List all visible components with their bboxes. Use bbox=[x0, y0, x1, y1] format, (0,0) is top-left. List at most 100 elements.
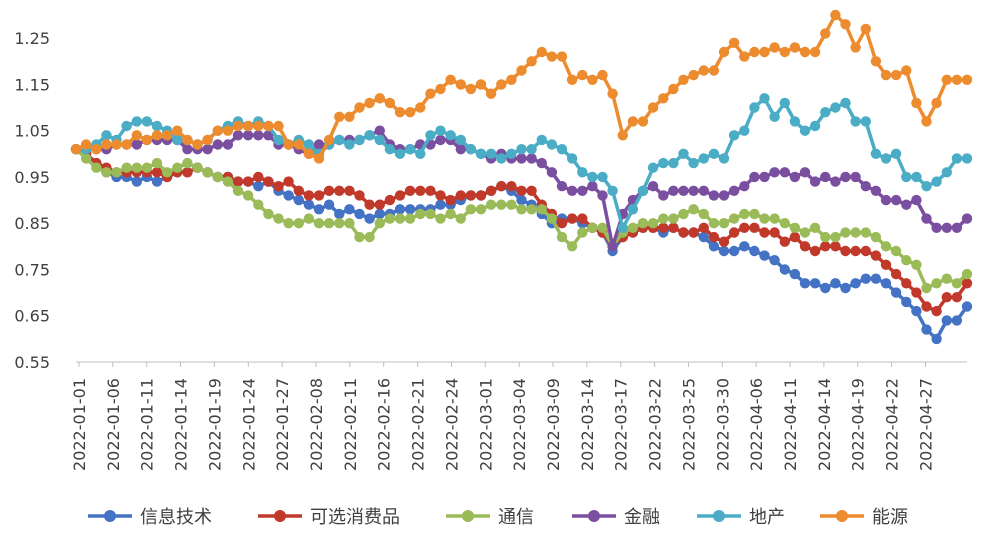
y-tick-label: 1.15 bbox=[14, 75, 50, 94]
data-point bbox=[455, 134, 466, 146]
data-point bbox=[607, 185, 618, 196]
data-point bbox=[587, 181, 598, 192]
x-tick-label: 2022-04-14 bbox=[815, 378, 834, 471]
data-point bbox=[577, 167, 588, 178]
data-point bbox=[809, 222, 821, 233]
data-point bbox=[141, 134, 153, 146]
data-point bbox=[445, 208, 456, 220]
data-point bbox=[951, 74, 963, 86]
data-point bbox=[415, 185, 426, 196]
data-point bbox=[870, 231, 882, 243]
data-point bbox=[708, 148, 720, 159]
data-point bbox=[860, 181, 871, 192]
data-point bbox=[728, 227, 740, 238]
data-point bbox=[172, 162, 183, 173]
data-point bbox=[293, 185, 304, 196]
data-point bbox=[668, 213, 679, 224]
data-point bbox=[506, 74, 517, 86]
data-point bbox=[728, 213, 740, 224]
data-point bbox=[303, 190, 315, 201]
data-point bbox=[880, 69, 892, 81]
data-point bbox=[516, 153, 527, 164]
data-point bbox=[475, 148, 487, 159]
data-point bbox=[364, 199, 375, 210]
data-point bbox=[546, 139, 558, 150]
data-point bbox=[323, 218, 335, 229]
data-point bbox=[131, 116, 142, 127]
data-point bbox=[131, 176, 142, 187]
data-point bbox=[769, 167, 780, 178]
data-point bbox=[759, 93, 770, 104]
data-point bbox=[496, 181, 507, 192]
x-tick-label: 2022-04-19 bbox=[849, 378, 868, 471]
data-point bbox=[890, 194, 902, 206]
data-point bbox=[647, 102, 659, 113]
x-tick-label: 2022-03-25 bbox=[679, 378, 698, 471]
data-point bbox=[141, 162, 153, 173]
data-point bbox=[313, 153, 325, 164]
data-point bbox=[516, 65, 527, 76]
x-tick-label: 2022-02-11 bbox=[341, 378, 360, 471]
data-point bbox=[850, 278, 861, 289]
data-point bbox=[799, 278, 811, 289]
data-point bbox=[890, 287, 902, 298]
data-point bbox=[961, 268, 973, 280]
data-point bbox=[820, 282, 831, 294]
data-point bbox=[475, 79, 487, 90]
data-point bbox=[678, 227, 689, 238]
data-point bbox=[323, 199, 335, 210]
x-tick-label: 2022-04-06 bbox=[747, 378, 766, 471]
y-tick-label: 0.65 bbox=[14, 307, 50, 326]
data-point bbox=[597, 222, 608, 233]
data-point bbox=[80, 153, 92, 164]
data-point bbox=[566, 213, 578, 224]
data-point bbox=[840, 171, 851, 183]
data-point bbox=[293, 139, 304, 150]
data-point bbox=[668, 222, 679, 233]
data-point bbox=[404, 144, 416, 155]
data-point bbox=[526, 153, 537, 164]
data-point bbox=[344, 204, 355, 215]
data-point bbox=[809, 46, 821, 58]
data-point bbox=[931, 222, 942, 233]
data-point bbox=[728, 245, 740, 257]
data-point bbox=[354, 102, 365, 113]
data-point bbox=[141, 116, 153, 127]
data-point bbox=[718, 245, 730, 257]
data-point bbox=[192, 139, 203, 150]
data-point bbox=[121, 120, 132, 132]
data-point bbox=[860, 273, 871, 284]
data-point bbox=[688, 227, 699, 238]
x-tick-label: 2022-01-14 bbox=[172, 378, 191, 471]
data-point bbox=[425, 185, 436, 196]
data-point bbox=[475, 204, 487, 215]
data-point bbox=[941, 315, 952, 326]
data-point bbox=[668, 157, 679, 169]
data-point bbox=[242, 130, 254, 141]
data-point bbox=[182, 157, 193, 169]
legend-swatch-marker bbox=[836, 510, 848, 522]
data-point bbox=[566, 74, 578, 86]
data-point bbox=[587, 222, 598, 233]
data-point bbox=[496, 199, 507, 210]
data-point bbox=[901, 65, 912, 76]
data-point bbox=[769, 255, 780, 266]
data-point bbox=[749, 208, 760, 220]
legend-swatch-marker bbox=[274, 510, 286, 522]
data-point bbox=[728, 130, 740, 141]
data-point bbox=[556, 51, 568, 62]
data-point bbox=[617, 222, 628, 233]
data-point bbox=[293, 218, 304, 229]
data-point bbox=[222, 125, 234, 136]
data-point bbox=[658, 157, 669, 169]
data-point bbox=[273, 181, 284, 192]
data-point bbox=[253, 181, 264, 192]
x-tick-label: 2022-03-04 bbox=[510, 378, 529, 471]
data-point bbox=[546, 213, 558, 224]
data-point bbox=[961, 74, 973, 86]
data-point bbox=[172, 134, 183, 146]
data-point bbox=[455, 213, 466, 224]
data-point bbox=[516, 204, 527, 215]
data-point bbox=[759, 250, 770, 261]
